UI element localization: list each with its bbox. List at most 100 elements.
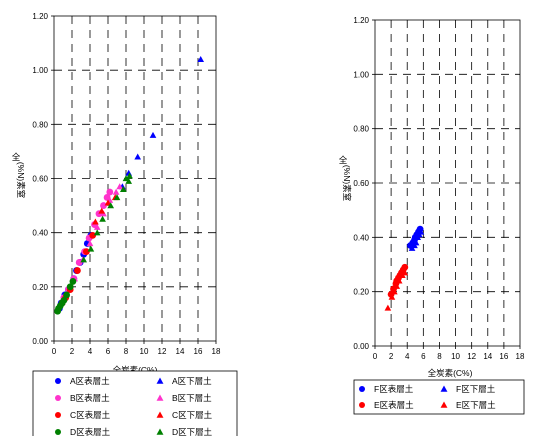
- y-tick-label: 0.20: [353, 288, 369, 297]
- data-point: [395, 277, 403, 284]
- data-point: [417, 228, 425, 235]
- chart-2-x-ticks: 0 2 4 6 8 10 12 14 16 18: [373, 346, 525, 361]
- legend-label: A区表層土: [70, 376, 110, 386]
- legend-marker: [55, 395, 61, 401]
- legend-label: E区下層土: [456, 400, 496, 410]
- chart-1-legend: A区表層土 A区下層土 B区表層土 B区下層土 C区表層土 C区下層土 D区表層土 D区下層土: [55, 376, 213, 436]
- data-point: [66, 283, 74, 291]
- chart-1-points: [54, 55, 205, 315]
- data-point: [107, 202, 115, 209]
- data-point: [112, 188, 120, 195]
- data-point: [80, 256, 88, 263]
- chart-2-legend: F区表層土 F区下層土 E区表層土 E区下層土: [359, 384, 496, 410]
- data-point: [197, 55, 205, 63]
- data-point: [69, 278, 77, 285]
- data-point: [89, 231, 97, 239]
- legend-marker: [156, 411, 164, 418]
- chart-2-points: [384, 225, 425, 311]
- legend-marker: [55, 378, 61, 384]
- legend-label: C区下層土: [172, 410, 213, 420]
- x-tick-label: 4: [88, 347, 93, 356]
- legend-marker: [55, 412, 61, 418]
- y-tick-label: 0.20: [32, 283, 48, 292]
- y-tick-label: 0.40: [32, 229, 48, 238]
- legend-label: F区下層土: [456, 384, 496, 394]
- y-tick-label: 0.80: [353, 125, 369, 134]
- chart-1-x-ticks: 0 2 4 6 8 10 12 14 16 18: [52, 341, 221, 356]
- chart-2: 0.00 0.20 0.40 0.60 0.80 1.00 1.20 0 2 4 6 8 10 12 14…: [339, 16, 525, 415]
- legend-marker: [156, 377, 164, 384]
- data-point: [104, 199, 112, 206]
- data-point: [113, 194, 121, 201]
- y-tick-label: 0.00: [353, 342, 369, 351]
- x-tick-label: 16: [499, 352, 508, 361]
- data-point: [401, 269, 409, 276]
- chart-2-legend-box: [353, 379, 525, 415]
- x-tick-label: 6: [421, 352, 426, 361]
- x-tick-label: 6: [106, 347, 111, 356]
- legend-label: B区下層土: [172, 393, 212, 403]
- x-tick-label: 16: [194, 347, 203, 356]
- y-tick-label: 1.00: [32, 66, 48, 75]
- chart-1-y-ticks: 0.00 0.20 0.40 0.60 0.80 1.00 1.20: [32, 12, 54, 346]
- x-tick-label: 4: [405, 352, 410, 361]
- data-point: [63, 291, 70, 299]
- chart-2-y-axis-label: (%N)素窒: [342, 165, 352, 202]
- legend-label: D区表層土: [70, 427, 111, 436]
- data-point: [122, 175, 130, 182]
- legend-label: D区下層土: [172, 427, 213, 436]
- y-tick-label: 0.60: [32, 175, 48, 184]
- x-tick-label: 8: [124, 347, 129, 356]
- x-tick-label: 12: [467, 352, 476, 361]
- legend-label: A区下層土: [172, 376, 212, 386]
- legend-marker: [440, 385, 448, 392]
- data-point: [60, 296, 68, 304]
- y-tick-label: 0.80: [32, 120, 48, 129]
- x-tick-label: 8: [437, 352, 442, 361]
- y-tick-label: 1.20: [32, 12, 48, 21]
- legend-label: C区表層土: [70, 410, 111, 420]
- data-point: [93, 223, 101, 230]
- chart-2-grid: [375, 20, 520, 346]
- chart-2-y-ticks: 0.00 0.20 0.40 0.60 0.80 1.00 1.20: [353, 16, 375, 351]
- data-point: [87, 245, 95, 252]
- data-point: [106, 188, 114, 196]
- x-tick-label: 18: [516, 352, 525, 361]
- x-tick-label: 10: [140, 347, 149, 356]
- legend-marker: [156, 428, 164, 435]
- data-point: [93, 229, 101, 236]
- data-point: [134, 153, 142, 160]
- data-point: [390, 288, 398, 295]
- chart-1-plot-area: [53, 15, 217, 342]
- chart-1-x-axis-label: 全炭素(C%): [113, 365, 158, 375]
- x-tick-label: 14: [483, 352, 492, 361]
- legend-label: B区表層土: [70, 393, 110, 403]
- legend-marker: [359, 386, 365, 392]
- data-point: [388, 293, 396, 300]
- chart-2-y-axis-label-top: 全: [339, 155, 348, 165]
- y-tick-label: 0.60: [353, 179, 369, 188]
- x-tick-label: 10: [451, 352, 460, 361]
- x-tick-label: 0: [52, 347, 57, 356]
- legend-marker: [156, 394, 164, 401]
- data-point: [86, 240, 94, 247]
- data-point: [149, 131, 157, 138]
- data-point: [98, 207, 106, 214]
- legend-label: F区表層土: [374, 384, 414, 394]
- data-point: [401, 263, 409, 271]
- data-point: [412, 239, 420, 246]
- data-point: [99, 215, 106, 222]
- data-point: [393, 282, 401, 289]
- chart-1-y-axis-label-top: 全: [12, 152, 21, 162]
- y-tick-label: 0.00: [32, 337, 48, 346]
- chart-1: 0.00 0.20 0.40 0.60 0.80 1.00 1.20 0 2 4 6 8 10 12 14…: [12, 12, 238, 436]
- y-tick-label: 1.00: [353, 70, 369, 79]
- data-point: [100, 202, 107, 209]
- data-point: [116, 183, 124, 190]
- chart-2-x-axis-label: 全炭素(C%): [428, 368, 473, 378]
- data-point: [125, 177, 133, 184]
- data-point: [119, 185, 127, 193]
- y-tick-label: 0.40: [353, 233, 369, 242]
- chart-1-y-axis-label: (%N)素窒: [16, 162, 26, 199]
